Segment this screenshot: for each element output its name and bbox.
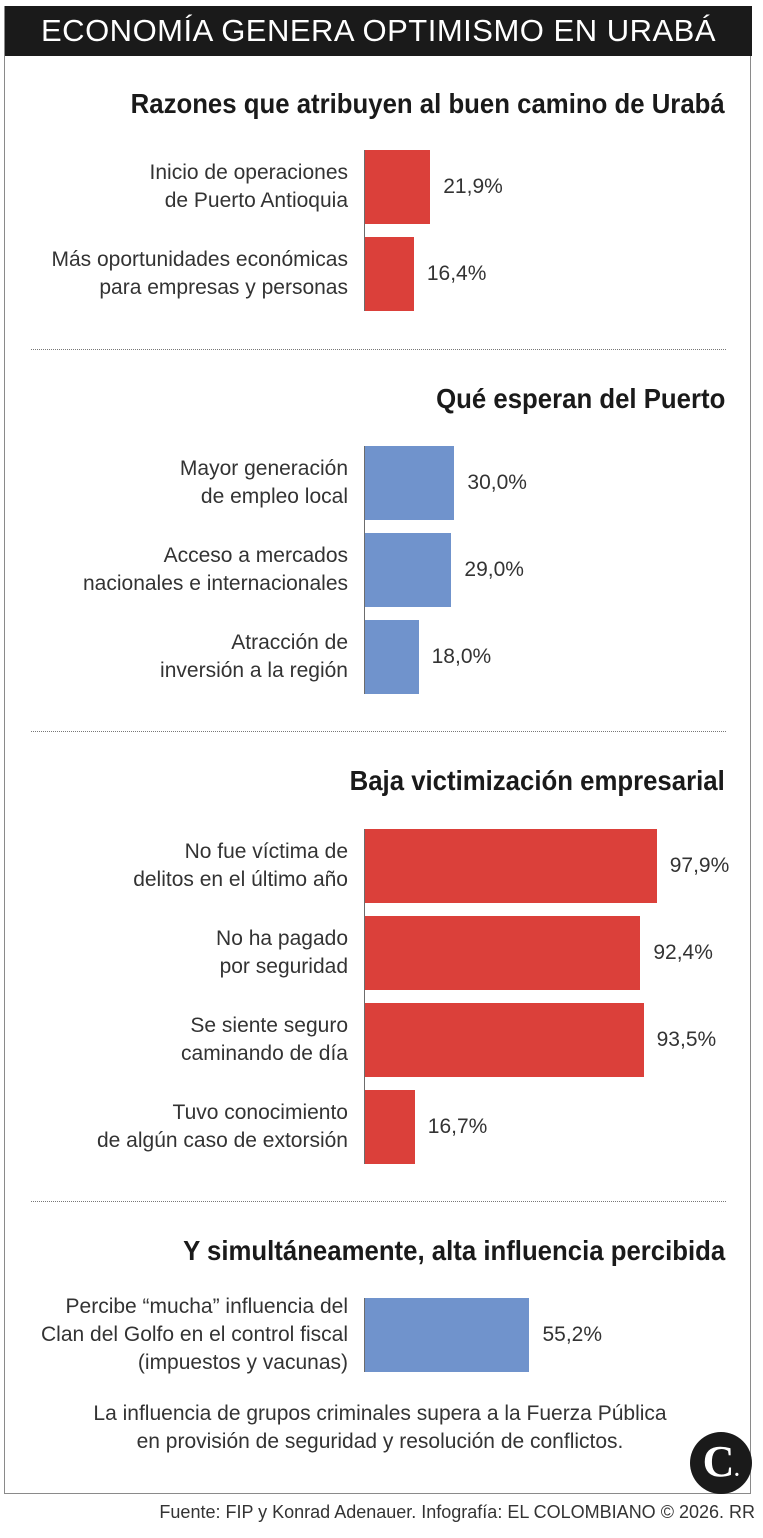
bar bbox=[365, 150, 431, 224]
bar-axis bbox=[364, 829, 365, 1164]
bar bbox=[365, 533, 452, 607]
source-credit: Fuente: FIP y Konrad Adenauer. Infografí… bbox=[159, 1502, 755, 1522]
data-label: 55,2% bbox=[542, 1323, 603, 1346]
page-title: ECONOMÍA GENERA OPTIMISMO EN URABÁ bbox=[5, 6, 752, 56]
category-label-line: Mayor generación bbox=[179, 457, 348, 480]
el-colombiano-logo: C. bbox=[690, 1432, 752, 1494]
category-label-line: No ha pagado bbox=[216, 927, 348, 950]
category-label: Mayor generación de empleo local bbox=[180, 455, 348, 511]
category-label-line: Atracción de bbox=[231, 631, 348, 654]
category-label: Percibe “mucha” influencia del Clan del G… bbox=[41, 1293, 348, 1377]
category-label-line: Acceso a mercados bbox=[163, 544, 348, 567]
category-label-line: Más oportunidades económicas bbox=[51, 248, 348, 271]
bar bbox=[365, 1003, 644, 1077]
category-label-line: caminando de día bbox=[181, 1042, 348, 1065]
bar-axis bbox=[364, 1298, 365, 1372]
category-label-line: para empresas y personas bbox=[99, 276, 348, 299]
bar bbox=[365, 1090, 415, 1164]
bar bbox=[365, 446, 455, 520]
category-label-line: Tuvo conocimiento bbox=[172, 1101, 348, 1124]
bar bbox=[365, 1298, 530, 1372]
category-label-line: Se siente seguro bbox=[190, 1014, 348, 1037]
category-label: Tuvo conocimiento de algún caso de extors… bbox=[97, 1099, 348, 1155]
infographic-frame bbox=[4, 6, 751, 1494]
category-label-line: de empleo local bbox=[200, 485, 348, 508]
category-label-line: No fue víctima de bbox=[184, 840, 348, 863]
footnote: La influencia de grupos criminales super… bbox=[40, 1400, 720, 1456]
category-label: Atracción de inversión a la región bbox=[160, 629, 348, 685]
category-label-line: Inicio de operaciones bbox=[149, 161, 348, 184]
bar bbox=[365, 916, 641, 990]
data-label: 21,9% bbox=[443, 175, 503, 198]
section-divider bbox=[31, 349, 726, 350]
category-label-line: por seguridad bbox=[219, 955, 348, 978]
data-label: 18,0% bbox=[431, 645, 492, 668]
data-label: 16,4% bbox=[426, 262, 487, 285]
chart-title: Qué esperan del Puerto bbox=[435, 383, 725, 414]
category-label-line: de Puerto Antioquia bbox=[164, 189, 348, 212]
section-divider bbox=[31, 1201, 726, 1202]
category-label: Inicio de operaciones de Puerto Antioquia bbox=[150, 159, 348, 215]
data-label: 97,9% bbox=[669, 854, 730, 877]
bar bbox=[365, 237, 414, 311]
section-divider bbox=[31, 731, 726, 732]
chart-title: Y simultáneamente, alta influencia perci… bbox=[182, 1235, 725, 1266]
chart-title: Baja victimización empresarial bbox=[349, 765, 725, 796]
category-label: No fue víctima de delitos en el último añ… bbox=[133, 838, 348, 894]
category-label-line: nacionales e internacionales bbox=[82, 572, 348, 595]
category-label: Acceso a mercados nacionales e internacio… bbox=[83, 542, 348, 598]
data-label: 16,7% bbox=[427, 1115, 488, 1138]
data-label: 92,4% bbox=[653, 941, 713, 964]
data-label: 30,0% bbox=[467, 471, 527, 494]
category-label-line: (impuestos y vacunas) bbox=[137, 1351, 348, 1374]
data-label: 93,5% bbox=[656, 1028, 717, 1051]
footnote-line: en provisión de seguridad y resolución d… bbox=[136, 1430, 624, 1453]
bar bbox=[365, 829, 657, 903]
bar bbox=[365, 620, 419, 694]
footnote-line: La influencia de grupos criminales super… bbox=[93, 1402, 667, 1425]
category-label-line: delitos en el último año bbox=[133, 868, 348, 891]
category-label: No ha pagado por seguridad bbox=[216, 925, 348, 981]
category-label: Se siente seguro caminando de día bbox=[181, 1012, 348, 1068]
bar-axis bbox=[364, 150, 365, 311]
category-label-line: de algún caso de extorsión bbox=[96, 1129, 348, 1152]
data-label: 29,0% bbox=[464, 558, 524, 581]
category-label: Más oportunidades económicas para empresa… bbox=[51, 246, 348, 302]
category-label-line: Percibe “mucha” influencia del bbox=[65, 1295, 348, 1318]
chart-title: Razones que atribuyen al buen camino de … bbox=[130, 88, 725, 119]
category-label-line: inversión a la región bbox=[160, 659, 348, 682]
bar-axis bbox=[364, 446, 365, 694]
category-label-line: Clan del Golfo en el control fiscal bbox=[41, 1323, 348, 1346]
